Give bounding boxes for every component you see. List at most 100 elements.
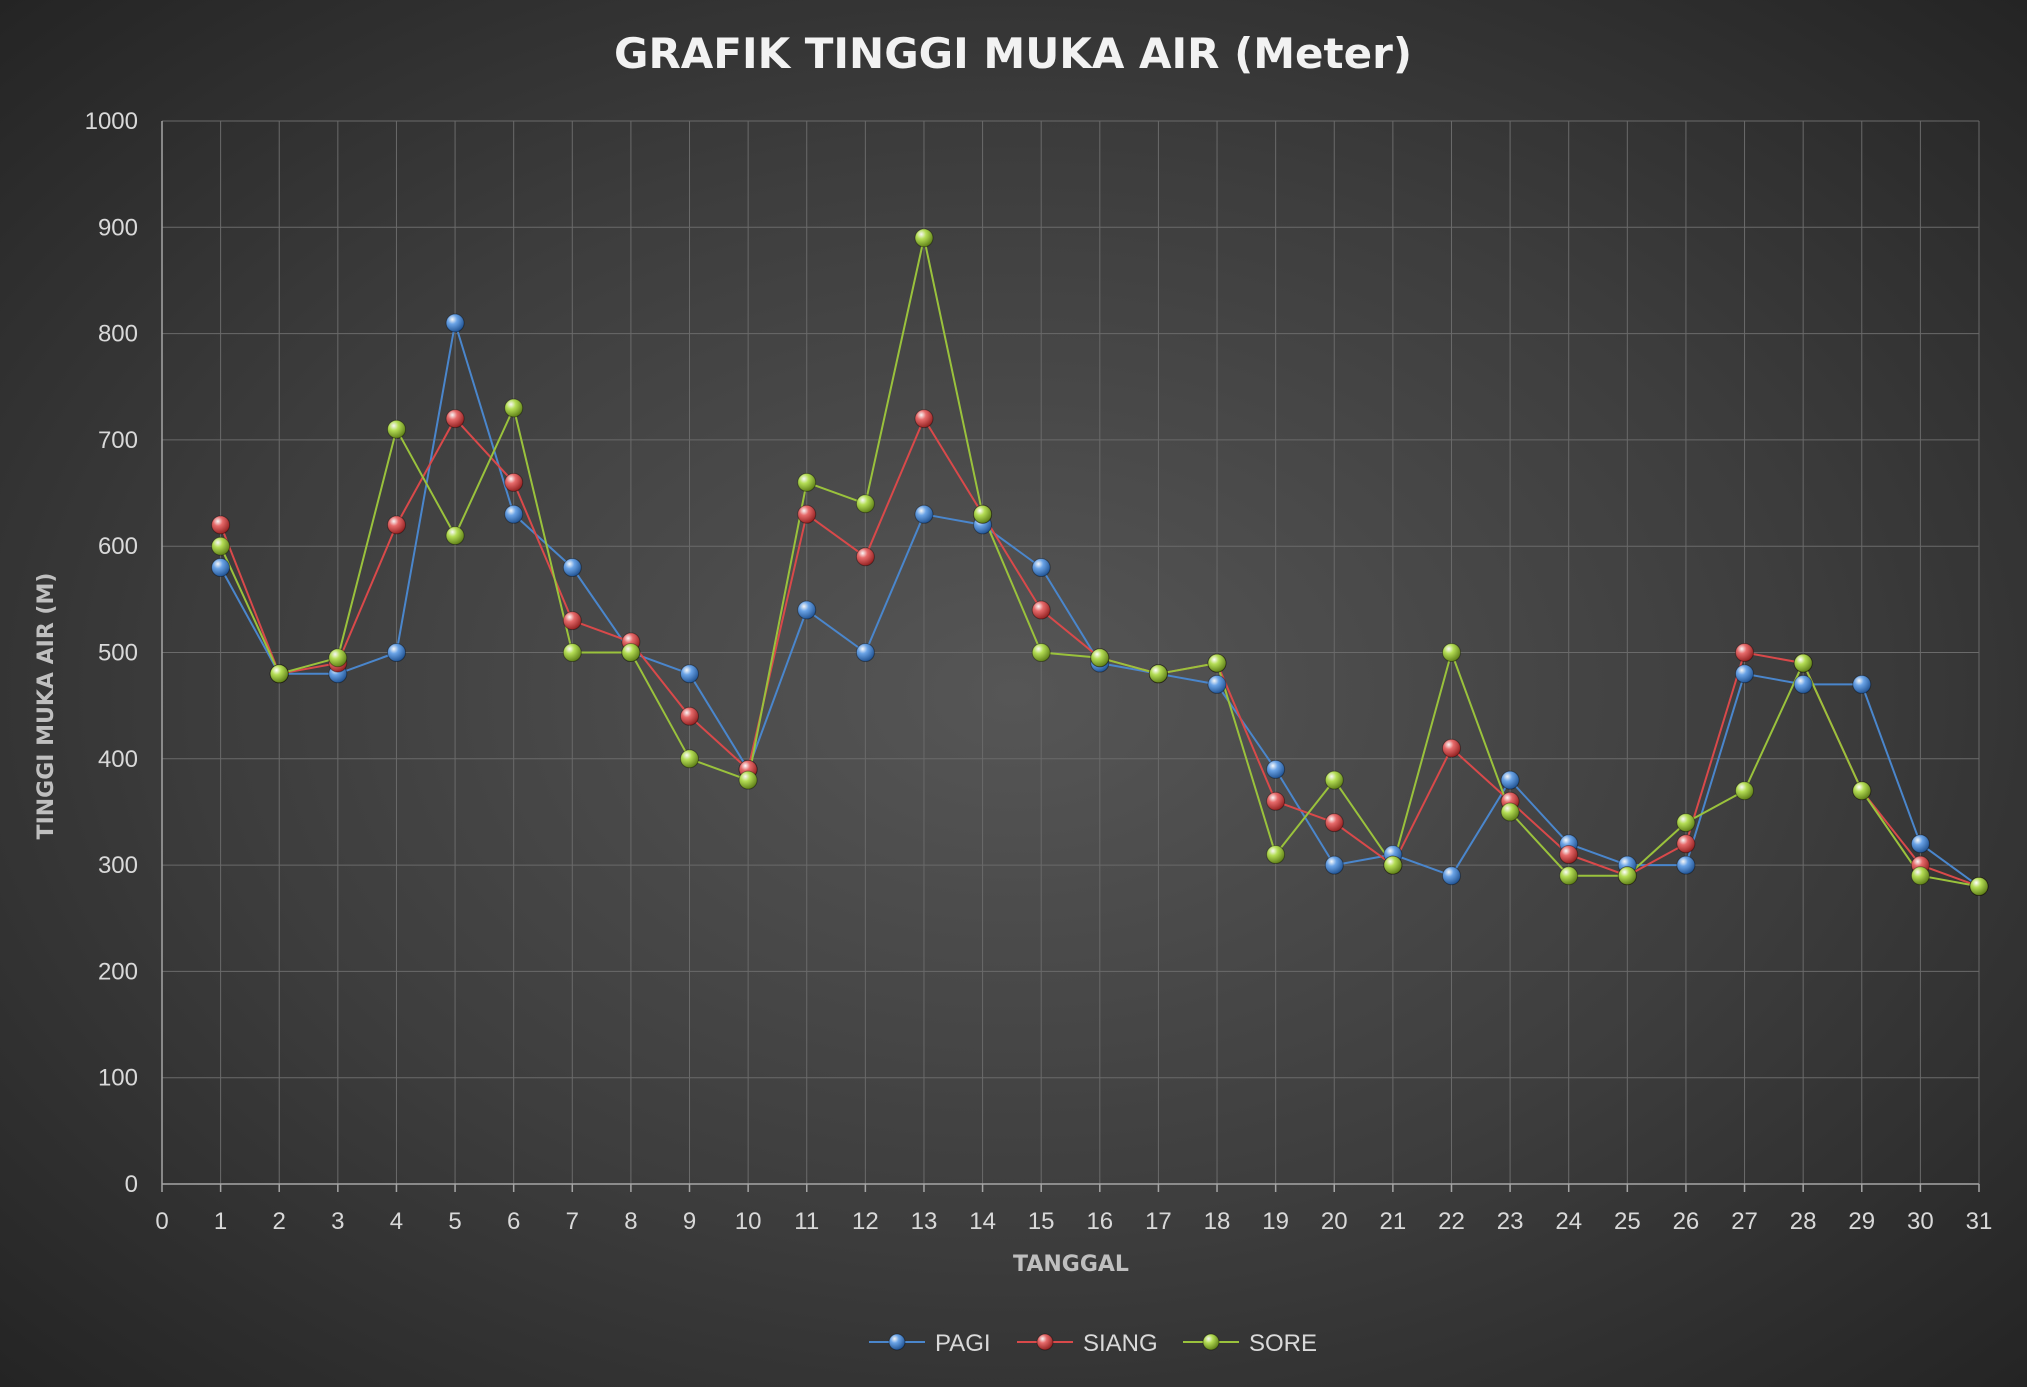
data-point-pagi <box>855 643 875 662</box>
data-point-siang <box>680 706 699 726</box>
x-tick-label: 21 <box>1380 1208 1407 1235</box>
data-point-pagi <box>1910 834 1930 854</box>
x-tick-label: 15 <box>1028 1208 1055 1235</box>
data-point-sore <box>1910 866 1930 886</box>
x-tick-label: 23 <box>1497 1208 1524 1235</box>
data-point-sore <box>562 643 582 662</box>
data-point-sore <box>269 664 289 684</box>
x-tick-label: 7 <box>566 1208 579 1235</box>
data-point-pagi <box>1442 866 1461 886</box>
data-point-sore <box>445 526 465 546</box>
y-tick-label: 200 <box>98 958 138 985</box>
x-tick-label: 11 <box>794 1208 819 1235</box>
data-point-siang <box>1266 791 1286 811</box>
y-tick-label: 100 <box>98 1065 138 1092</box>
data-point-sore <box>1148 664 1168 684</box>
data-point-pagi <box>1207 674 1227 694</box>
data-point-pagi <box>1735 664 1754 684</box>
y-tick-label: 600 <box>98 533 138 560</box>
legend-item-pagi: PAGI <box>869 1330 991 1357</box>
data-point-siang <box>855 547 875 567</box>
x-tick-label: 9 <box>683 1208 696 1235</box>
data-point-pagi <box>1031 558 1051 577</box>
data-point-siang <box>1031 600 1051 620</box>
y-tick-label: 1000 <box>85 108 138 135</box>
data-point-pagi <box>1793 674 1813 694</box>
y-tick-label: 400 <box>98 746 138 773</box>
data-point-siang <box>1676 834 1696 854</box>
legend-marker <box>1202 1333 1220 1351</box>
data-point-sore <box>1266 845 1286 864</box>
data-point-pagi <box>1266 759 1286 779</box>
data-point-sore <box>1735 781 1754 801</box>
x-tick-label: 16 <box>1086 1208 1113 1235</box>
x-tick-label: 14 <box>969 1208 996 1235</box>
data-point-pagi <box>1676 855 1696 875</box>
x-tick-label: 8 <box>624 1208 637 1235</box>
x-tick-label: 29 <box>1848 1208 1875 1235</box>
data-point-sore <box>211 536 231 556</box>
data-point-sore <box>1793 653 1813 673</box>
x-tick-label: 6 <box>507 1208 520 1235</box>
data-point-sore <box>1442 643 1461 662</box>
x-tick-label: 12 <box>852 1208 879 1235</box>
grid <box>162 120 1980 1184</box>
data-point-sore <box>797 472 817 492</box>
data-point-sore <box>1031 643 1051 662</box>
data-point-pagi <box>797 600 817 620</box>
data-point-pagi <box>1852 674 1872 694</box>
data-point-siang <box>1735 643 1754 662</box>
series-markers <box>211 228 1989 896</box>
x-tick-label: 19 <box>1262 1208 1289 1235</box>
x-tick-label: 22 <box>1438 1208 1465 1235</box>
x-tick-label: 1 <box>214 1208 227 1235</box>
data-point-sore <box>738 770 758 790</box>
data-point-siang <box>504 472 524 492</box>
data-point-pagi <box>387 643 406 662</box>
data-point-sore <box>1207 653 1227 673</box>
data-point-pagi <box>914 504 934 524</box>
y-tick-label: 300 <box>98 852 138 879</box>
data-point-siang <box>914 409 934 429</box>
data-point-sore <box>1383 855 1403 875</box>
data-point-sore <box>1969 876 1989 896</box>
data-point-sore <box>1676 813 1696 833</box>
x-tick-label: 0 <box>155 1208 168 1235</box>
x-tick-label: 17 <box>1145 1208 1172 1235</box>
y-tick-label: 0 <box>125 1171 138 1198</box>
x-tick-label: 25 <box>1614 1208 1641 1235</box>
data-point-pagi <box>504 504 524 524</box>
data-point-siang <box>562 611 582 631</box>
data-point-sore <box>855 494 875 514</box>
y-tick-label: 500 <box>98 640 138 667</box>
data-point-pagi <box>211 558 231 577</box>
data-point-sore <box>1617 866 1637 886</box>
data-point-sore <box>973 504 993 524</box>
x-tick-label: 28 <box>1790 1208 1817 1235</box>
data-point-pagi <box>562 558 582 577</box>
data-point-siang <box>1559 845 1579 864</box>
x-tick-label: 20 <box>1321 1208 1348 1235</box>
legend-item-siang: SIANG <box>1017 1330 1158 1357</box>
y-tick-label: 800 <box>98 321 138 348</box>
data-point-sore <box>914 228 934 248</box>
x-tick-label: 5 <box>448 1208 461 1235</box>
x-tick-label: 31 <box>1966 1208 1993 1235</box>
data-point-siang <box>445 409 465 429</box>
legend-label: SIANG <box>1083 1330 1158 1357</box>
data-point-pagi <box>445 313 465 333</box>
legend-label: SORE <box>1249 1330 1317 1357</box>
legend-marker <box>888 1333 906 1351</box>
data-point-pagi <box>1324 855 1344 875</box>
legend-label: PAGI <box>935 1330 991 1357</box>
data-point-sore <box>1500 802 1520 822</box>
data-point-sore <box>1852 781 1872 801</box>
legend-item-sore: SORE <box>1183 1330 1317 1357</box>
x-axis-title: TANGGAL <box>1013 1252 1129 1277</box>
data-point-sore <box>621 643 641 662</box>
x-tick-label: 27 <box>1731 1208 1758 1235</box>
data-point-sore <box>504 398 524 418</box>
data-point-pagi <box>680 664 699 684</box>
data-point-siang <box>211 515 231 535</box>
